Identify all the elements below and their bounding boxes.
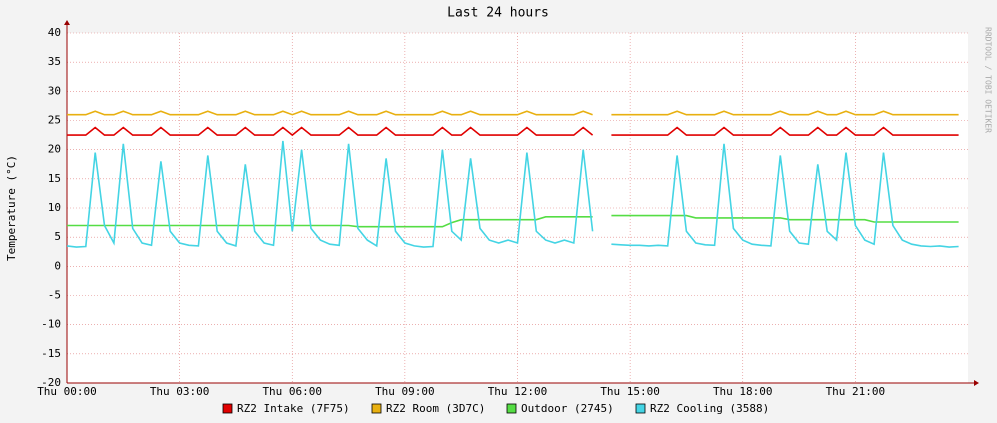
x-tick-label: Thu 12:00 bbox=[488, 385, 548, 398]
x-tick-label: Thu 06:00 bbox=[262, 385, 322, 398]
x-tick-label: Thu 03:00 bbox=[150, 385, 210, 398]
watermark: RRDTOOL / TOBI OETIKER bbox=[984, 27, 993, 133]
series-line bbox=[67, 126, 959, 137]
y-tick-label: 35 bbox=[48, 55, 61, 68]
series-line bbox=[67, 110, 959, 116]
x-tick-label: Thu 00:00 bbox=[37, 385, 97, 398]
y-tick-label: -10 bbox=[41, 318, 61, 331]
series-line bbox=[66, 140, 959, 248]
chart-title: Last 24 hours bbox=[447, 6, 549, 21]
y-tick-label: 10 bbox=[48, 201, 61, 214]
legend-label: RZ2 Room (3D7C) bbox=[386, 402, 485, 415]
series-line bbox=[67, 214, 959, 228]
y-tick-label: 40 bbox=[48, 26, 61, 39]
legend-swatch bbox=[635, 403, 646, 414]
y-tick-label: -15 bbox=[41, 347, 61, 360]
y-tick-label: 25 bbox=[48, 114, 61, 127]
x-tick-label: Thu 09:00 bbox=[375, 385, 435, 398]
legend-label: RZ2 Cooling (3588) bbox=[650, 402, 769, 415]
y-tick-label: -5 bbox=[48, 289, 61, 302]
legend-swatch bbox=[506, 403, 517, 414]
axis bbox=[66, 25, 974, 384]
x-tick-label: Thu 18:00 bbox=[713, 385, 773, 398]
y-tick-label: 5 bbox=[54, 230, 61, 243]
y-tick-label: 20 bbox=[48, 143, 61, 156]
legend-label: RZ2 Intake (7F75) bbox=[237, 402, 350, 415]
legend-swatch bbox=[371, 403, 382, 414]
x-tick-label: Thu 15:00 bbox=[600, 385, 660, 398]
x-tick-label: Thu 21:00 bbox=[826, 385, 886, 398]
legend-label: Outdoor (2745) bbox=[521, 402, 614, 415]
legend-swatch bbox=[222, 403, 233, 414]
y-tick-label: 30 bbox=[48, 84, 61, 97]
y-tick-label: -20 bbox=[41, 376, 61, 389]
y-axis-label: Temperature (°C) bbox=[5, 155, 18, 261]
y-tick-label: 15 bbox=[48, 172, 61, 185]
y-tick-label: 0 bbox=[54, 259, 61, 272]
